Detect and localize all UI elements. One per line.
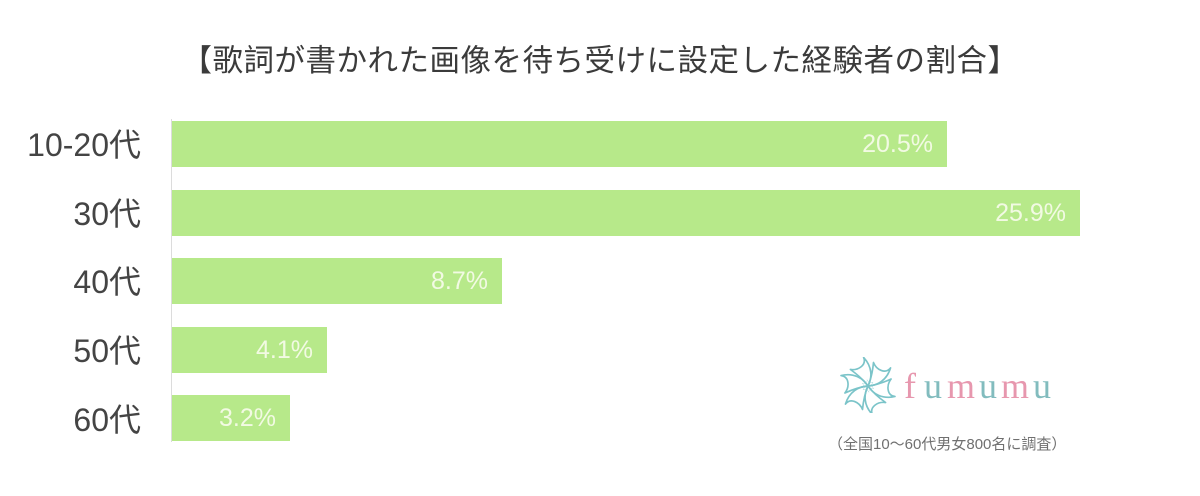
svg-text:m: m bbox=[947, 366, 975, 406]
svg-text:u: u bbox=[924, 366, 942, 406]
svg-text:f: f bbox=[904, 366, 916, 406]
svg-text:u: u bbox=[1033, 366, 1051, 406]
svg-text:u: u bbox=[979, 366, 997, 406]
svg-text:m: m bbox=[1001, 366, 1029, 406]
